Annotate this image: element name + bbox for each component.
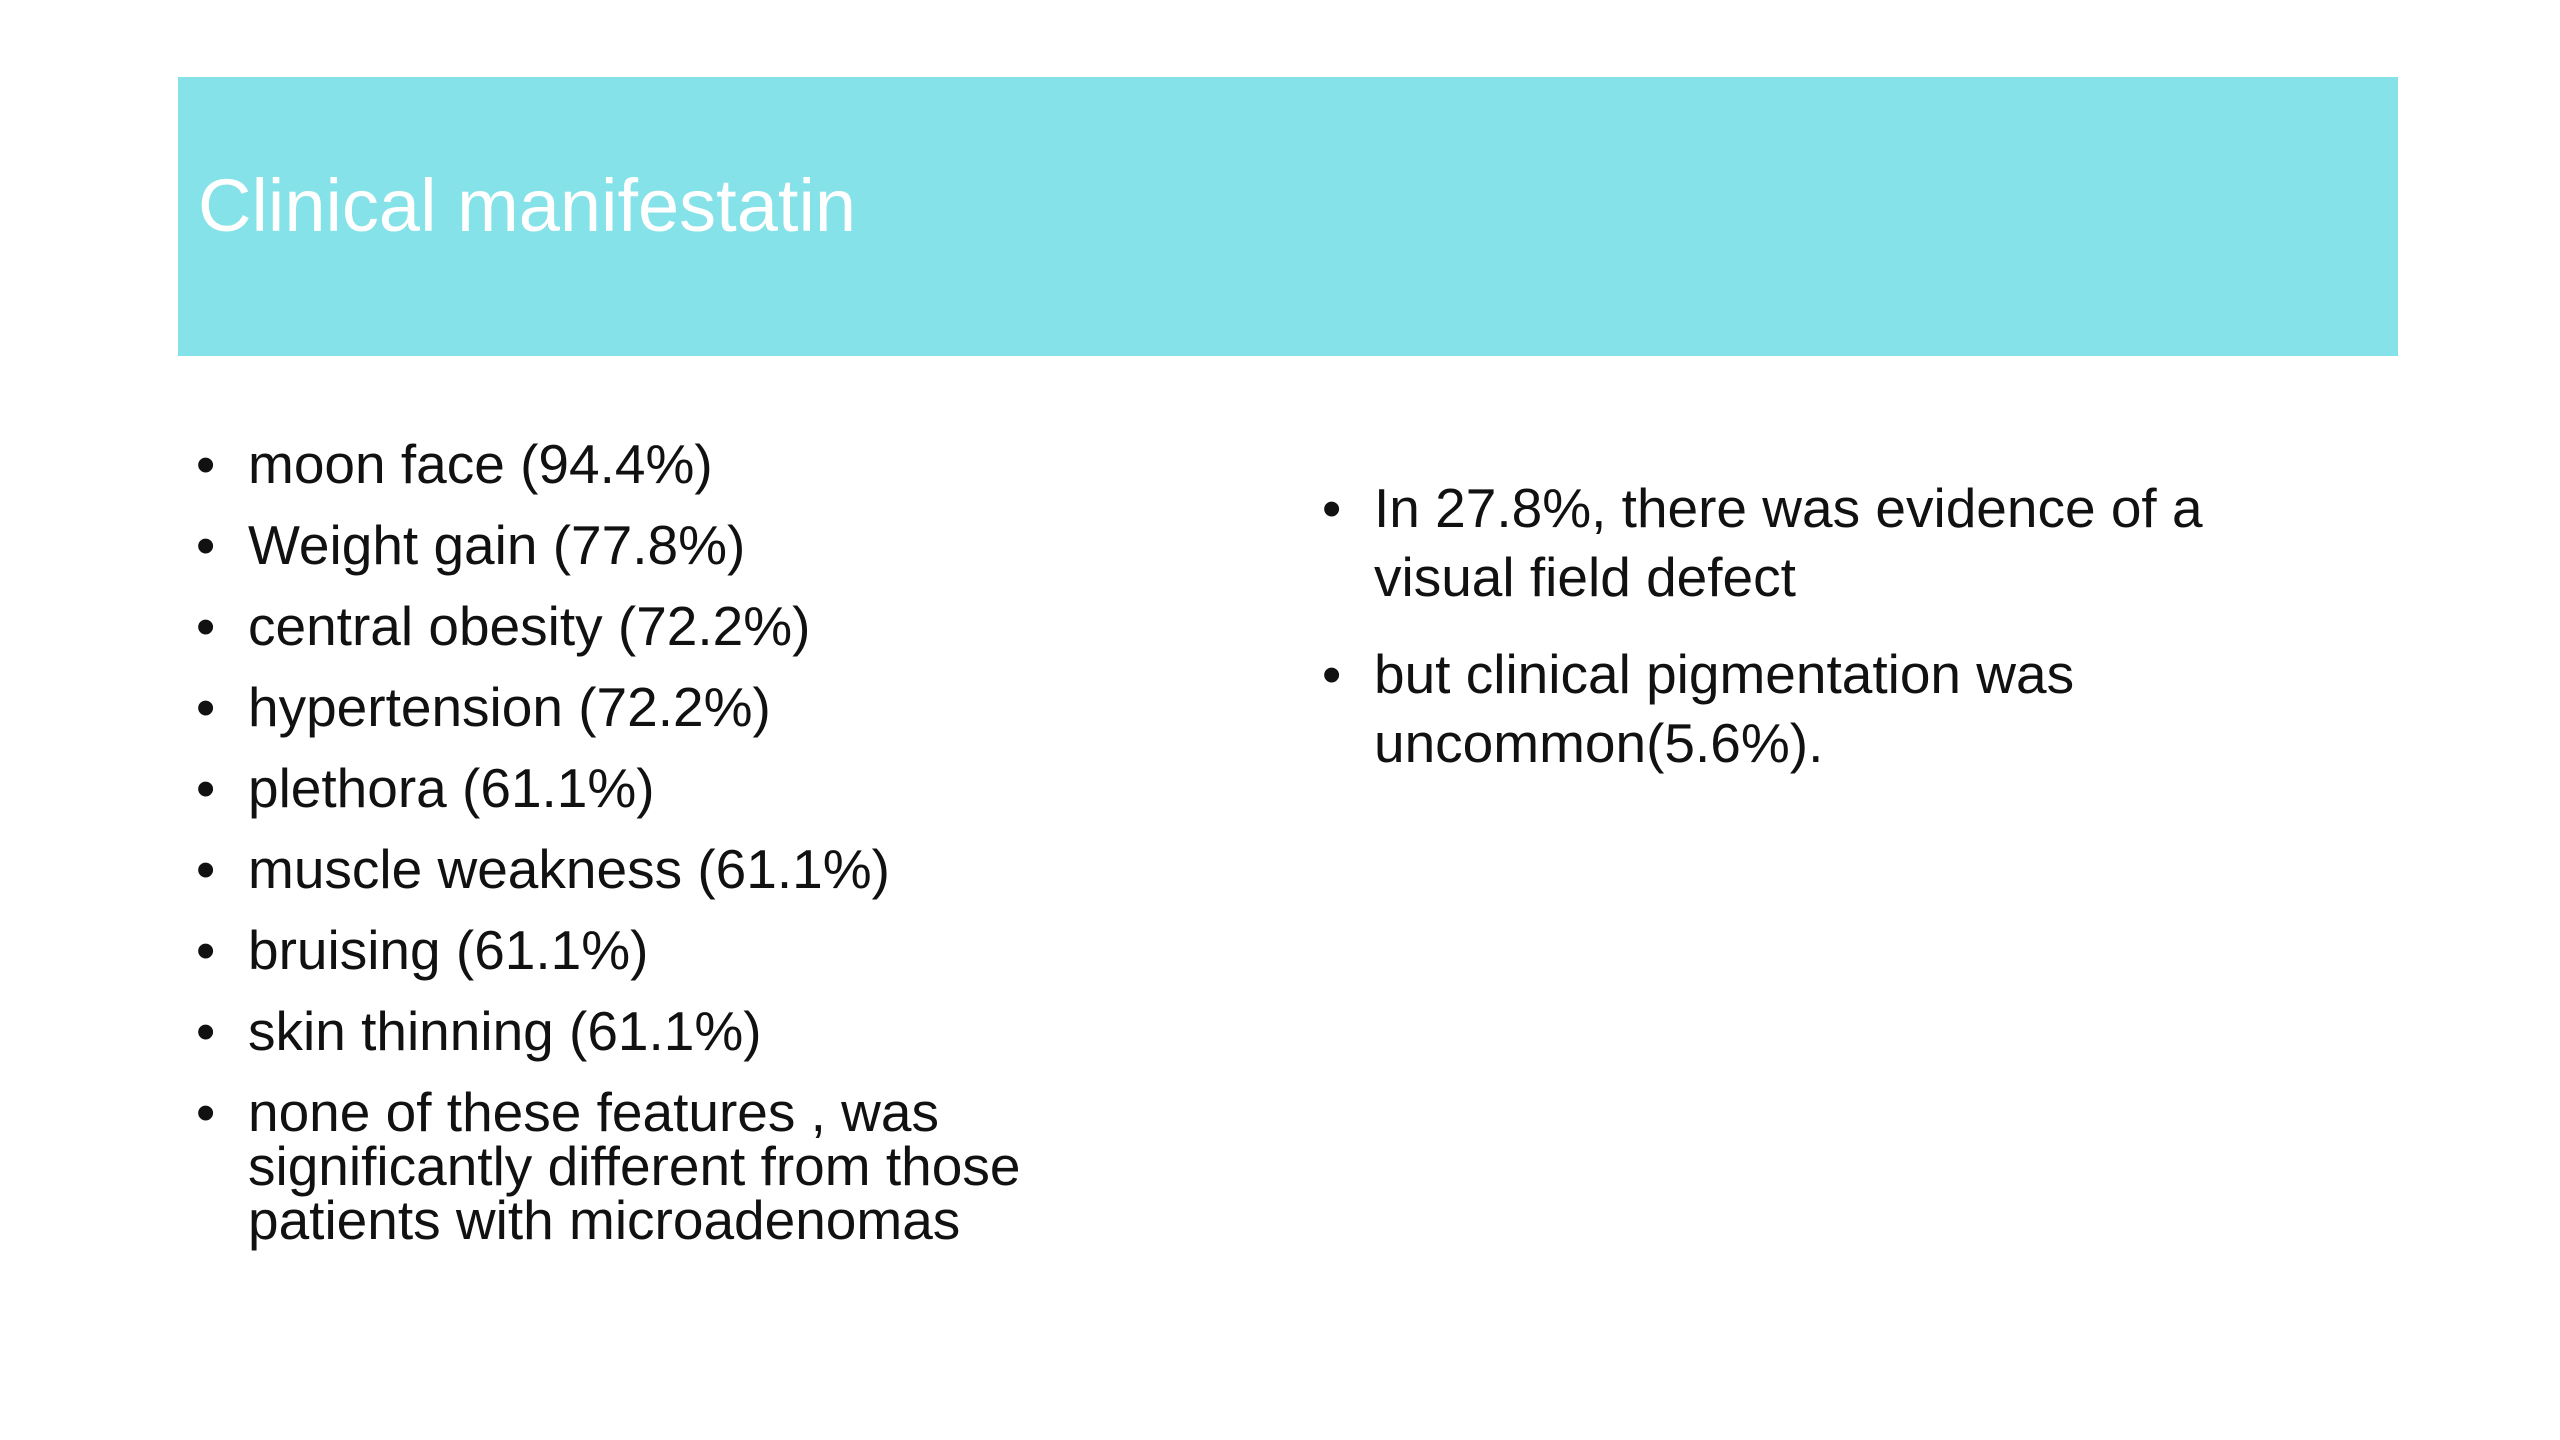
list-item: • but clinical pigmentation was uncommon(… xyxy=(1306,640,2356,778)
list-item-text: bruising (61.1%) xyxy=(248,919,649,981)
bullet-icon: • xyxy=(196,1000,216,1062)
list-item-text: In 27.8%, there was evidence of a visual… xyxy=(1374,477,2203,608)
bullet-icon: • xyxy=(1322,477,1342,539)
list-item: • In 27.8%, there was evidence of a visua… xyxy=(1306,474,2356,612)
bullet-icon: • xyxy=(196,676,216,738)
list-item-text: muscle weakness (61.1%) xyxy=(248,838,890,900)
bullet-icon: • xyxy=(196,838,216,900)
bullet-icon: • xyxy=(196,1081,216,1143)
list-item: • hypertension (72.2%) xyxy=(180,676,1180,738)
title-banner: Clinical manifestatin xyxy=(178,77,2398,356)
list-item: • central obesity (72.2%) xyxy=(180,595,1180,657)
slide-title: Clinical manifestatin xyxy=(198,164,857,247)
bullet-icon: • xyxy=(196,919,216,981)
list-item-text: plethora (61.1%) xyxy=(248,757,655,819)
bullet-icon: • xyxy=(196,757,216,819)
list-item: • none of these features , was significan… xyxy=(180,1081,1180,1248)
list-item-text: none of these features , was significant… xyxy=(248,1081,1021,1251)
left-bullet-list: • moon face (94.4%) • Weight gain (77.8%) … xyxy=(180,437,1180,1274)
list-item-text: but clinical pigmentation was uncommon(5… xyxy=(1374,643,2075,774)
list-item: • Weight gain (77.8%) xyxy=(180,514,1180,576)
list-item: • plethora (61.1%) xyxy=(180,757,1180,819)
list-item-text: Weight gain (77.8%) xyxy=(248,514,746,576)
list-item-text: central obesity (72.2%) xyxy=(248,595,811,657)
list-item: • moon face (94.4%) xyxy=(180,433,1180,495)
list-item: • bruising (61.1%) xyxy=(180,919,1180,981)
list-item-text: hypertension (72.2%) xyxy=(248,676,771,738)
list-item: • muscle weakness (61.1%) xyxy=(180,838,1180,900)
bullet-icon: • xyxy=(196,514,216,576)
bullet-icon: • xyxy=(196,433,216,495)
list-item: • skin thinning (61.1%) xyxy=(180,1000,1180,1062)
bullet-icon: • xyxy=(196,595,216,657)
bullet-icon: • xyxy=(1322,643,1342,705)
list-item-text: moon face (94.4%) xyxy=(248,433,713,495)
right-bullet-list: • In 27.8%, there was evidence of a visua… xyxy=(1306,474,2356,806)
list-item-text: skin thinning (61.1%) xyxy=(248,1000,762,1062)
